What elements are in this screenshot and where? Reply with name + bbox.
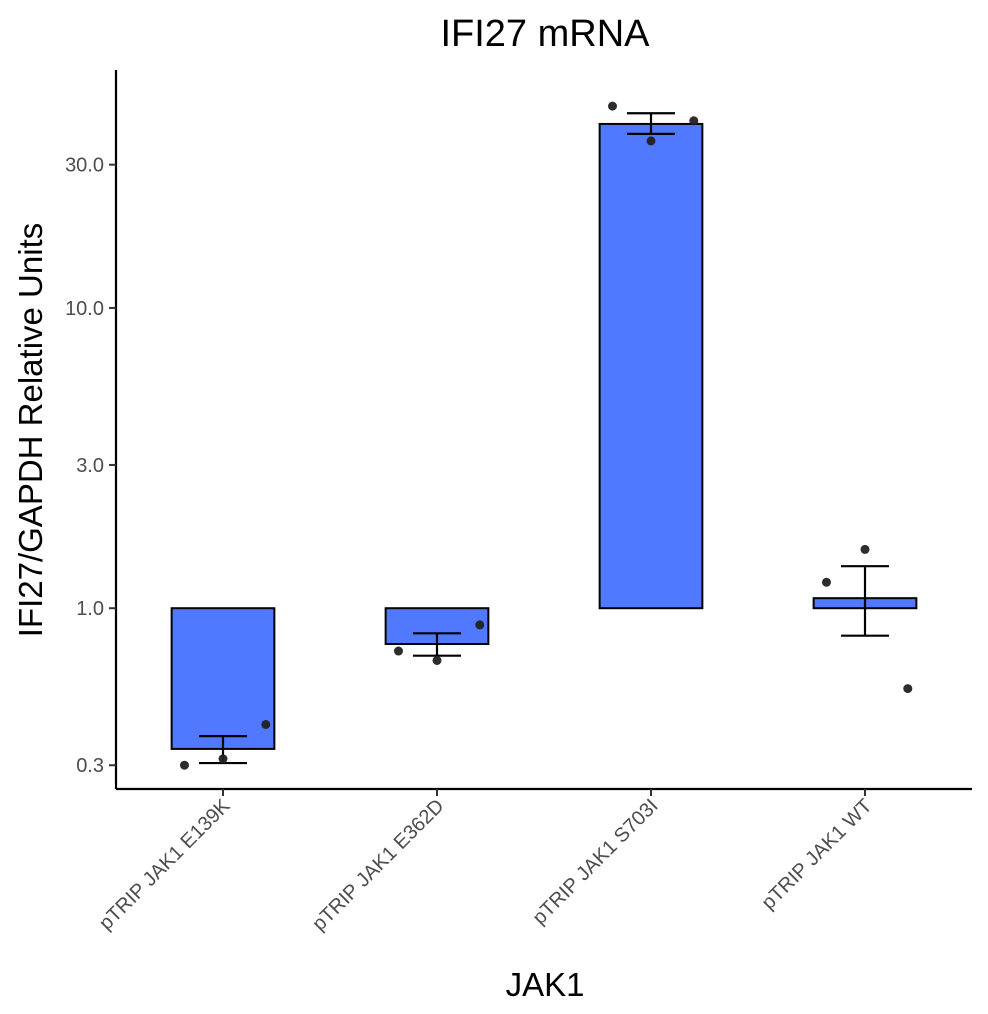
y-axis-title: IFI27/GAPDH Relative Units xyxy=(12,223,49,637)
bar xyxy=(170,607,276,750)
data-point xyxy=(689,116,699,126)
x-tick-label: pTRIP JAK1 WT xyxy=(758,795,877,914)
data-point xyxy=(432,655,442,665)
data-point xyxy=(218,754,228,764)
y-tick-label: 0.3 xyxy=(76,755,104,777)
y-tick-label: 1.0 xyxy=(76,598,104,620)
data-point xyxy=(475,620,485,630)
x-axis-title: JAK1 xyxy=(506,966,585,1003)
chart-title: IFI27 mRNA xyxy=(440,13,650,55)
data-point xyxy=(607,101,617,111)
y-axis: 0.3 1.0 3.0 10.0 30.0 xyxy=(65,70,118,789)
data-point xyxy=(646,136,656,146)
data-point xyxy=(860,544,870,554)
x-tick-label: pTRIP JAK1 E362D xyxy=(308,795,448,935)
bar xyxy=(598,122,704,610)
data-point xyxy=(821,577,831,587)
y-tick-label: 3.0 xyxy=(76,455,104,477)
x-tick-label: pTRIP JAK1 E139K xyxy=(95,795,235,935)
plot-area xyxy=(170,101,918,770)
data-point xyxy=(903,684,913,694)
y-tick-label: 10.0 xyxy=(65,298,104,320)
x-tick-label: pTRIP JAK1 S703I xyxy=(529,795,663,929)
data-point xyxy=(393,646,403,656)
y-tick-label: 30.0 xyxy=(65,155,104,177)
data-point xyxy=(261,719,271,729)
x-axis: pTRIP JAK1 E139K pTRIP JAK1 E362D pTRIP JA… xyxy=(95,787,972,935)
data-point xyxy=(179,760,189,770)
